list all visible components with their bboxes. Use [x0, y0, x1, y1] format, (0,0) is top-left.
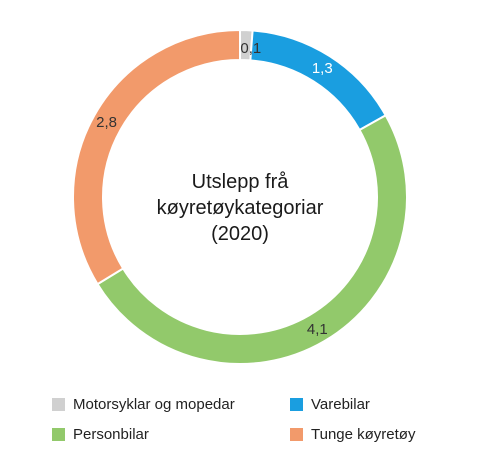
donut-slices — [72, 28, 408, 365]
legend-swatch-varebilar — [290, 398, 303, 411]
legend-item-varebilar: Varebilar — [290, 396, 370, 413]
legend-swatch-personbilar — [52, 428, 65, 441]
legend-label-personbilar: Personbilar — [73, 426, 149, 443]
slice-value-label: 2,8 — [96, 114, 117, 131]
slice-value-label: 0,1 — [240, 40, 261, 57]
slice-value-label: 1,3 — [312, 60, 333, 77]
legend-item-tunge: Tunge køyretøy — [290, 426, 415, 443]
slice-value-labels: 0,1 1,3 4,1 2,8 — [96, 40, 333, 338]
slice-tunge-k-yret-y — [72, 28, 241, 286]
slice-personbilar — [96, 113, 408, 365]
legend-item-personbilar: Personbilar — [52, 426, 149, 443]
legend-label-motorsyklar: Motorsyklar og mopedar — [73, 396, 235, 413]
slice-value-label: 4,1 — [307, 321, 328, 338]
legend-label-varebilar: Varebilar — [311, 396, 370, 413]
chart-title-line-2: køyretøykategoriar — [157, 197, 324, 219]
chart-title-line-3: (2020) — [211, 223, 269, 245]
chart-title-line-1: Utslepp frå — [192, 171, 290, 193]
legend-swatch-tunge — [290, 428, 303, 441]
legend-label-tunge: Tunge køyretøy — [311, 426, 416, 443]
donut-chart: 0,1 1,3 4,1 2,8 Utslepp frå køyretøykategor… — [72, 28, 408, 365]
slice-varebilar — [249, 29, 388, 132]
legend-swatch-motorsyklar — [52, 398, 65, 411]
legend-item-motorsyklar: Motorsyklar og mopedar — [52, 396, 235, 413]
